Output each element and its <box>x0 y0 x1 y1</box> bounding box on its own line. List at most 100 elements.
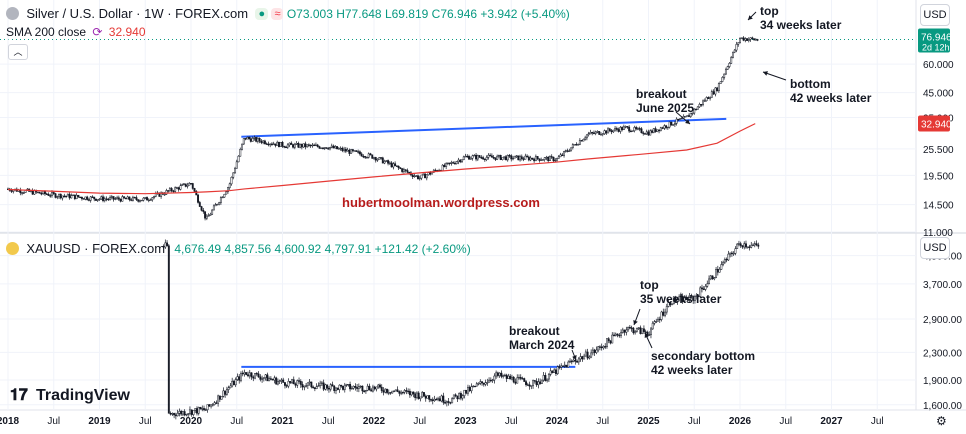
silver-candle-body <box>656 129 659 132</box>
gold-candle-body <box>690 295 693 297</box>
silver-candle-body <box>693 108 696 114</box>
gold-candle-body <box>641 328 644 334</box>
silver-candle-body <box>635 127 638 130</box>
silver-candle-body <box>343 148 346 151</box>
silver-candle-body <box>285 146 287 149</box>
silver-candle-body <box>691 112 694 115</box>
gold-candle-body <box>591 349 594 354</box>
gold-candle-body <box>264 374 267 378</box>
gold-candle-body <box>628 327 631 329</box>
gold-candle-body <box>507 375 510 379</box>
gold-candle-body <box>275 377 278 385</box>
time-axis-label: Jul <box>688 416 701 427</box>
silver-candle-body <box>165 190 168 195</box>
silver-candle-body <box>614 128 617 131</box>
silver-candle-body <box>651 130 653 133</box>
silver-candle-body <box>84 196 87 200</box>
silver-candle-body <box>116 197 119 199</box>
gold-candle-body <box>614 333 617 336</box>
silver-candle-body <box>700 104 703 106</box>
silver-candle-body <box>56 196 59 198</box>
silver-candle-body <box>177 187 180 190</box>
settings-gear-icon[interactable]: ⚙ <box>936 414 947 428</box>
silver-candle-body <box>557 156 560 159</box>
gold-candle-body <box>431 399 434 401</box>
silver-candle-body <box>526 155 529 158</box>
delay-icon[interactable]: ≈ <box>271 8 284 20</box>
gold-candle-body <box>181 411 184 415</box>
silver-candle-body <box>323 147 326 149</box>
silver-bottom-note: 42 weeks later <box>790 91 872 105</box>
silver-candle-body <box>624 126 627 128</box>
gold-candle-body <box>658 318 661 321</box>
gold-symbol-title[interactable]: XAUUSD · FOREX.com <box>26 241 166 256</box>
gold-candle-body <box>709 275 712 280</box>
gold-candle-body <box>468 386 471 392</box>
silver-candle-body <box>212 205 215 211</box>
silver-symbol-title[interactable]: Silver / U.S. Dollar · 1W · FOREX.com <box>26 6 249 21</box>
gold-candle-body <box>180 411 183 415</box>
gold-candle-body <box>447 401 450 403</box>
gold-candle-body <box>639 327 642 334</box>
silver-candle-body <box>461 159 463 163</box>
silver-price-tag: 76.946 <box>921 33 952 44</box>
silver-breakout-arrow-head <box>685 119 690 124</box>
gold-candle-body <box>408 390 411 396</box>
silver-candle-body <box>638 128 641 130</box>
gold-candle-body <box>303 385 306 388</box>
silver-currency-button[interactable]: USD <box>920 4 950 26</box>
silver-candle-body <box>93 196 96 200</box>
silver-candle-body <box>476 155 479 160</box>
silver-close: C76.946 <box>431 7 478 21</box>
silver-candle-body <box>42 191 45 194</box>
gold-candle-body <box>449 402 452 404</box>
gold-candle-body <box>400 391 403 394</box>
silver-candle-body <box>492 157 495 159</box>
gold-currency-button[interactable]: USD <box>920 237 950 259</box>
silver-candle-body <box>721 77 724 82</box>
gold-candle-body <box>479 381 482 384</box>
silver-candle-body <box>95 198 97 201</box>
gold-candle-body <box>173 413 176 416</box>
gold-candle-body <box>593 349 596 353</box>
silver-candle-body <box>408 171 411 174</box>
silver-candle-body <box>47 193 50 196</box>
silver-candle-body <box>327 148 330 150</box>
silver-candle-body <box>584 137 587 140</box>
gold-candle-body <box>556 366 559 374</box>
gold-candle-body <box>294 383 297 386</box>
gold-candle-body <box>711 275 714 280</box>
sma-label[interactable]: SMA 200 close <box>6 25 87 39</box>
silver-candle-body <box>610 130 613 133</box>
silver-candle-body <box>295 143 298 145</box>
gold-candle-body <box>164 242 167 248</box>
silver-candle-body <box>98 198 101 201</box>
gold-candle-body <box>737 243 740 245</box>
gold-candle-body <box>218 395 221 400</box>
gold-candle-body <box>695 295 698 297</box>
gold-candle-body <box>477 383 480 385</box>
silver-candle-body <box>575 144 578 146</box>
silver-candle-body <box>374 157 377 161</box>
gold-candle-body <box>320 382 323 384</box>
silver-candle-body <box>355 150 358 152</box>
gold-candle-body <box>248 372 251 377</box>
silver-candle-body <box>489 154 492 157</box>
gold-candle-body <box>681 295 684 303</box>
gold-candle-body <box>574 359 577 362</box>
market-open-icon[interactable]: ● <box>255 8 269 20</box>
settings-icon[interactable]: ⟳ <box>92 25 103 39</box>
silver-candle-body <box>397 165 400 169</box>
gold-candle-body <box>715 268 718 278</box>
gold-candle-body <box>433 398 436 401</box>
silver-candle-body <box>728 63 731 67</box>
silver-candle-body <box>712 91 715 95</box>
silver-candle-body <box>75 194 78 200</box>
collapse-legend-icon[interactable]: ︿ <box>8 44 28 60</box>
gold-candle-body <box>459 393 462 399</box>
gold-candle-body <box>377 384 380 388</box>
gold-candle-body <box>178 411 181 414</box>
silver-candle-body <box>621 127 624 131</box>
silver-candle-body <box>415 175 418 177</box>
